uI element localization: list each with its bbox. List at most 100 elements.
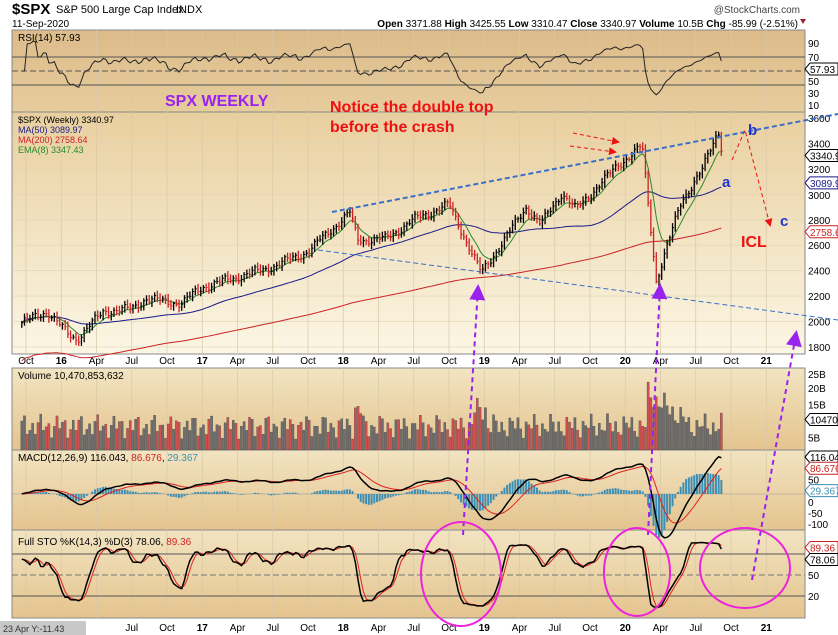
price-bar (240, 274, 243, 287)
price-bar (21, 320, 24, 328)
price-bar (685, 189, 688, 204)
sto-k-tag: 78.06 (804, 552, 838, 566)
macd-axis-label-group: -50 (808, 509, 823, 520)
x-tick-label: Jul (689, 356, 702, 367)
macd-histogram-bar (432, 492, 435, 494)
volume-axis-label: 25B (808, 370, 826, 381)
annotation-note-2: before the crash (330, 119, 454, 136)
macd-histogram-bar (80, 494, 83, 501)
x-tick-label: Apr (653, 356, 669, 367)
price-bar (617, 162, 620, 172)
macd-histogram-bar (107, 487, 110, 494)
price-bar (34, 308, 37, 320)
macd-histogram-bar (69, 494, 72, 501)
macd-histogram-bar (405, 492, 408, 494)
volume-axis-label-group: 20B (808, 384, 826, 395)
macd-histogram-bar (126, 490, 129, 494)
price-bar (322, 230, 325, 245)
ma50-value-tag-text: 3089.97 (810, 179, 838, 190)
volume-bar (278, 437, 281, 451)
macd-histogram-bar (525, 479, 528, 494)
ma50-value-tag-box (804, 176, 838, 190)
price-bar (677, 206, 680, 220)
macd-histogram-bar (267, 494, 270, 495)
macd-histogram-bar (297, 493, 300, 494)
wave-b-label: b (748, 122, 757, 139)
volume-bar (600, 429, 604, 451)
macd-histogram-bar (357, 494, 360, 499)
macd-histogram-bar (237, 494, 240, 495)
price-axis-label-group: 3600 (808, 114, 831, 125)
volume-bar (448, 436, 452, 451)
volume-bar (221, 438, 224, 451)
macd-histogram-bar (226, 491, 229, 494)
price-bar (514, 214, 517, 231)
price-bar (170, 299, 173, 311)
volume-bar (242, 421, 246, 451)
x-tick-label-bottom: Oct (582, 623, 598, 634)
ma50-line (21, 186, 722, 325)
macd-histogram-bar (172, 494, 175, 497)
price-bar (159, 293, 162, 305)
macd-histogram-bar (389, 494, 392, 498)
volume-value-tag: 104708 (804, 412, 838, 426)
macd-histogram-bar (538, 490, 541, 494)
volume-bar (85, 429, 89, 451)
volume-bar (34, 434, 37, 451)
volume-bar (31, 423, 34, 451)
price-bar (270, 266, 273, 276)
volume-bar (484, 407, 487, 451)
macd-histogram-bar (685, 479, 688, 494)
macd-histogram-bar (465, 494, 468, 507)
volume-bar (39, 413, 43, 451)
macd-histogram-bar (413, 489, 416, 494)
x-tick-label-bottom: Apr (653, 623, 669, 634)
macd-histogram-bar (332, 490, 335, 494)
macd-histogram-bar (316, 490, 319, 494)
volume-bar (120, 421, 124, 451)
price-bar (422, 210, 425, 220)
volume-bar (329, 423, 333, 451)
price-bar (379, 232, 382, 244)
macd-histogram-bar (549, 491, 552, 494)
volume-bar (269, 431, 273, 451)
price-bar (633, 144, 637, 160)
macd-histogram-bar (77, 494, 80, 502)
macd-histogram-bar (42, 492, 45, 494)
price-bar (438, 205, 441, 216)
volume-value-tag-text: 104708 (810, 415, 838, 426)
macd-histogram-bar (679, 486, 682, 494)
volume-bar (701, 426, 704, 451)
volume-bar (351, 438, 354, 451)
macd-axis-label: -100 (808, 520, 828, 531)
price-bar (666, 239, 669, 259)
macd-histogram-bar (641, 491, 644, 494)
price-bar (655, 252, 658, 284)
volume-bar (93, 421, 97, 451)
price-axis-label: 2800 (808, 216, 831, 227)
price-bar (164, 294, 167, 305)
price-bar (552, 200, 555, 214)
volume-bar (383, 432, 387, 451)
macd-histogram-bar (419, 489, 422, 494)
x-tick-label-bottom: Oct (723, 623, 739, 634)
macd-histogram-bar (39, 492, 42, 494)
macd-histogram-bar (416, 489, 419, 494)
x-tick-label-bottom: Jul (548, 623, 561, 634)
macd-histogram-bar (194, 492, 197, 494)
volume-bar (240, 426, 243, 451)
macd-histogram-bar (351, 491, 354, 494)
price-bar (29, 314, 32, 324)
macd-hist-tag-box (804, 484, 838, 498)
price-bar (83, 326, 86, 343)
price-axis-label: 3400 (808, 139, 831, 150)
x-tick-label-bottom: Jul (407, 623, 420, 634)
price-bar (403, 222, 406, 237)
volume-bar (660, 407, 663, 451)
price-bar (690, 186, 694, 197)
macd-histogram-bar (56, 494, 59, 495)
macd-histogram-bar (327, 490, 330, 494)
volume-bar (36, 422, 40, 451)
volume-bar (622, 416, 625, 451)
volume-bar (500, 421, 503, 451)
